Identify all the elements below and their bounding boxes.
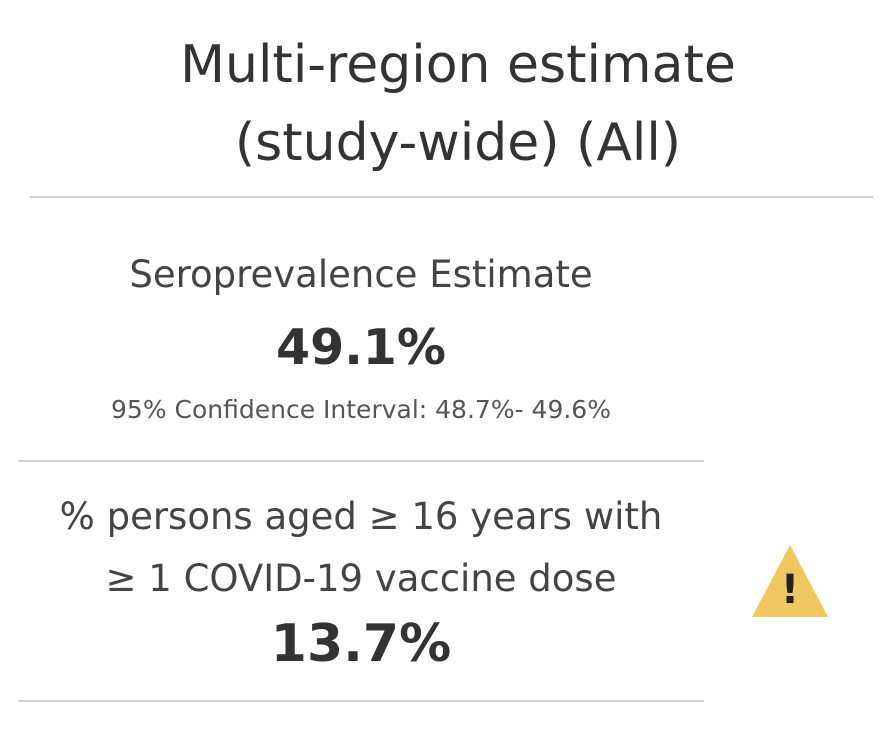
warning-glyph: ! [781,567,799,613]
warning-icon[interactable]: ! [752,545,828,617]
vaccination-label-line-1: % persons aged ≥ 16 years with [59,495,663,538]
warning-triangle-icon: ! [752,545,828,617]
bottom-divider [18,700,704,702]
seroprevalence-label: Seroprevalence Estimate [129,253,593,296]
page-title: Multi-region estimate (study-wide) (All) [0,26,880,182]
section-divider [18,460,704,462]
page-title-line-2: (study-wide) (All) [234,113,682,173]
vaccination-value: 13.7% [270,614,452,674]
seroprevalence-value: 49.1% [276,319,446,376]
title-divider [30,196,873,198]
vaccination-label-line-2: ≥ 1 COVID-19 vaccine dose [105,557,617,600]
confidence-interval-text: 95% Confidence Interval: 48.7%- 49.6% [111,395,611,424]
vaccination-label: % persons aged ≥ 16 years with ≥ 1 COVID… [18,486,704,610]
page-title-line-1: Multi-region estimate [180,35,736,95]
